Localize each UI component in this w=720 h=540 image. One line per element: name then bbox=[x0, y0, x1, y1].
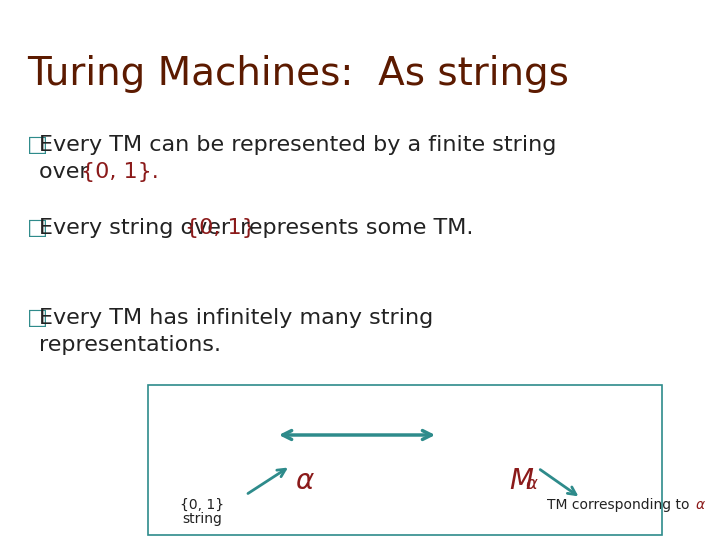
Text: TM corresponding to: TM corresponding to bbox=[547, 498, 694, 512]
Text: Every string over: Every string over bbox=[39, 218, 238, 238]
Text: $\alpha$: $\alpha$ bbox=[695, 498, 706, 512]
Text: $\alpha$: $\alpha$ bbox=[525, 475, 539, 493]
Text: {0, 1}.: {0, 1}. bbox=[81, 162, 158, 182]
Text: representations.: representations. bbox=[39, 335, 221, 355]
Bar bbox=[148, 385, 662, 535]
Text: Every TM can be represented by a finite string: Every TM can be represented by a finite … bbox=[39, 135, 557, 155]
Text: $\alpha$: $\alpha$ bbox=[295, 467, 315, 495]
Text: represents some TM.: represents some TM. bbox=[233, 218, 474, 238]
Text: {0, 1}: {0, 1} bbox=[180, 498, 224, 512]
Text: Every TM has infinitely many string: Every TM has infinitely many string bbox=[39, 308, 433, 328]
Text: string: string bbox=[182, 512, 222, 526]
Text: over: over bbox=[39, 162, 96, 182]
Text: Turing Machines:  As strings: Turing Machines: As strings bbox=[27, 55, 569, 93]
Text: $M$: $M$ bbox=[509, 467, 534, 495]
Text: □: □ bbox=[27, 218, 48, 238]
Text: □: □ bbox=[27, 135, 48, 155]
Text: □: □ bbox=[27, 308, 48, 328]
Text: {0, 1}: {0, 1} bbox=[185, 218, 256, 238]
